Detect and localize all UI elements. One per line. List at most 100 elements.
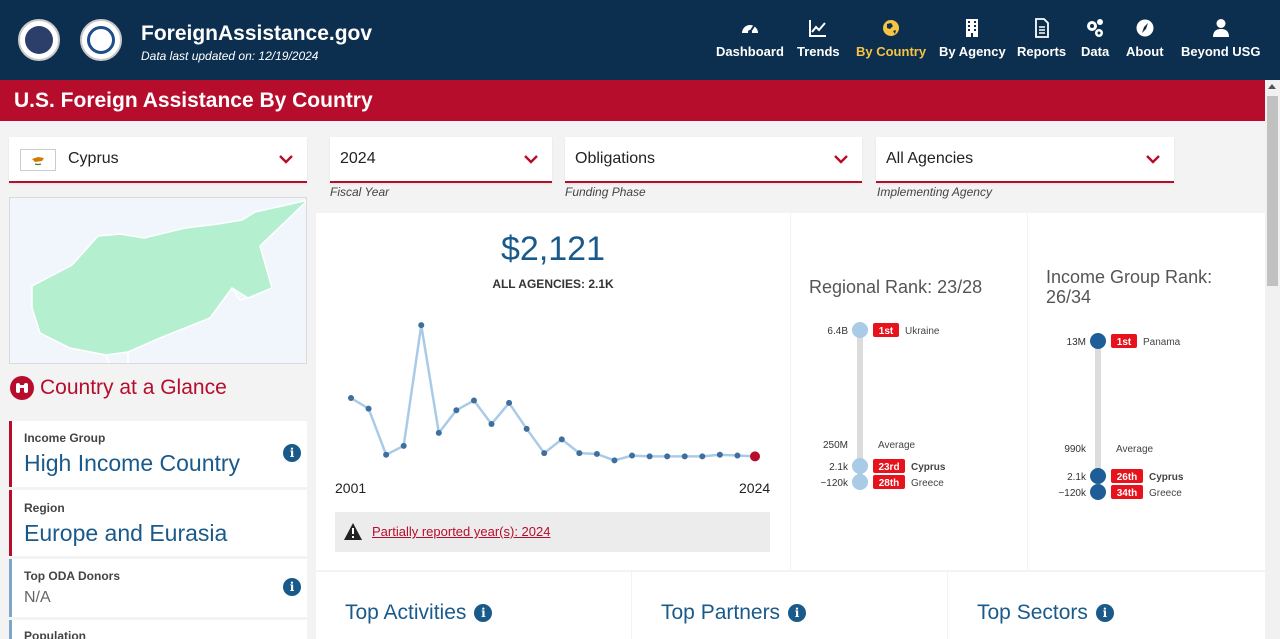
fiscal-year-select[interactable]: 2024 (330, 137, 552, 183)
country-select-value: Cyprus (68, 150, 119, 167)
country-select[interactable]: Cyprus (9, 137, 307, 183)
globe-icon (883, 20, 900, 36)
trend-point[interactable] (593, 450, 600, 457)
nav-trends[interactable]: Trends (797, 18, 840, 64)
latest-year-point[interactable] (750, 451, 760, 462)
trend-point[interactable] (418, 322, 425, 329)
nav-label: By Agency (939, 44, 1006, 59)
rank-top-name: Panama (1143, 337, 1181, 348)
nav-by-country[interactable]: By Country (856, 18, 926, 64)
income-group-value: High Income Country (24, 450, 241, 476)
usaid-seal[interactable] (80, 19, 122, 61)
rank-average-value: 990k (1064, 444, 1087, 455)
rank-lowest-badge (1111, 485, 1143, 499)
info-icon[interactable]: i (1095, 604, 1114, 622)
top-sectors-panel: Top Sectors i (948, 572, 1265, 639)
info-icon[interactable]: i (283, 444, 301, 462)
rank-top-badge (873, 323, 899, 337)
nav-dashboard[interactable]: Dashboard (716, 18, 784, 64)
nav-about[interactable]: About (1126, 18, 1164, 64)
country-at-a-glance-heading: Country at a Glance (10, 376, 227, 400)
nav-data[interactable]: Data (1081, 18, 1109, 64)
trend-point[interactable] (611, 457, 618, 464)
info-icon[interactable]: i (474, 604, 493, 622)
trend-point[interactable] (576, 450, 583, 457)
region-value: Europe and Eurasia (24, 520, 228, 546)
gears-icon (1087, 19, 1104, 37)
trend-point[interactable] (435, 429, 442, 436)
rank-top-marker[interactable] (852, 322, 868, 338)
scroll-thumb[interactable] (1267, 96, 1278, 286)
rank-lowest-marker[interactable] (852, 474, 868, 490)
trend-point[interactable] (541, 450, 548, 457)
rank-self-name: Cyprus (1149, 472, 1184, 483)
implementing-agency-select[interactable]: All Agencies (876, 137, 1174, 183)
trend-point[interactable] (681, 453, 688, 460)
rank-self-value: 2.1k (829, 462, 849, 473)
trend-point[interactable] (365, 405, 372, 412)
rank-self-marker[interactable] (1090, 468, 1106, 484)
top-activities-panel: Top Activities i (316, 572, 631, 639)
rank-top-marker[interactable] (1090, 333, 1106, 349)
trend-point[interactable] (348, 395, 354, 402)
trend-point[interactable] (558, 436, 565, 443)
rank-lowest-marker[interactable] (1090, 484, 1106, 500)
rank-self-marker[interactable] (852, 458, 868, 474)
regional-rank-title: Regional Rank: 23/28 (809, 277, 983, 297)
trend-point[interactable] (523, 425, 530, 432)
trend-point[interactable] (629, 452, 636, 459)
trend-point[interactable] (506, 399, 513, 406)
rank-track (857, 330, 863, 482)
page-title: U.S. Foreign Assistance By Country (0, 80, 1265, 121)
state-department-seal[interactable] (18, 19, 60, 61)
site-title[interactable]: ForeignAssistance.gov (141, 22, 373, 45)
income-rank-chart[interactable]: 13M 1st Panama 990k Average 2.1k 26th Cyprus −12… (1028, 213, 1265, 570)
trend-point[interactable] (470, 397, 477, 404)
glance-title-text: Country at a Glance (40, 376, 227, 399)
trend-point[interactable] (699, 453, 706, 460)
income-rank-panel: Income Group Rank: 26/34 13M 1st Panama 990… (1028, 213, 1265, 570)
trend-point[interactable] (453, 407, 460, 414)
rank-top-badge-text: 1st (1117, 337, 1132, 348)
total-amount: $2,121 (501, 230, 605, 268)
income-rank-title-line2: 26/34 (1046, 287, 1092, 307)
scroll-up-arrow-icon[interactable] (1268, 84, 1276, 89)
info-icon[interactable]: i (788, 604, 807, 622)
rank-average-value: 250M (823, 440, 848, 451)
funding-trend-chart[interactable] (316, 213, 790, 513)
nav-label: Data (1081, 44, 1110, 59)
info-icon[interactable]: i (283, 578, 301, 596)
funding-phase-select[interactable]: Obligations (565, 137, 862, 183)
page-scrollbar[interactable] (1265, 80, 1280, 639)
trends-icon (809, 20, 827, 37)
rank-lowest-value: −120k (1058, 488, 1087, 499)
income-rank-title: Income Group Rank: 26/34 (1046, 267, 1212, 307)
rank-lowest-name: Greece (1149, 488, 1182, 499)
regional-rank-panel: Regional Rank: 23/28 6.4B 1st Ukraine 250M A… (791, 213, 1027, 570)
nav-label: About (1126, 44, 1164, 59)
chevron-down-icon (524, 155, 538, 164)
nav-reports[interactable]: Reports (1017, 18, 1066, 64)
income-group-label: Income Group (24, 431, 106, 445)
nav-beyond-usg[interactable]: Beyond USG (1181, 18, 1260, 64)
rank-self-name: Cyprus (911, 462, 946, 473)
top-partners-heading: Top Partners i (661, 601, 807, 625)
trend-point[interactable] (488, 420, 495, 427)
country-map[interactable] (9, 197, 307, 364)
trend-point[interactable] (383, 451, 390, 458)
rank-lowest-value: −120k (820, 478, 849, 489)
trend-point[interactable] (664, 453, 671, 460)
trend-point[interactable] (734, 452, 741, 459)
chart-start-year: 2001 (335, 480, 367, 496)
income-rank-title-line1: Income Group Rank: (1046, 267, 1213, 287)
region-label: Region (24, 501, 65, 515)
rank-top-badge-text: 1st (879, 326, 894, 337)
chevron-down-icon (834, 155, 848, 164)
trend-point[interactable] (716, 451, 723, 458)
nav-by-agency[interactable]: By Agency (939, 18, 1006, 64)
trend-point[interactable] (646, 453, 653, 460)
trend-line (350, 324, 756, 462)
regional-rank-chart[interactable]: 6.4B 1st Ukraine 250M Average 2.1k 23rd Cyprus −… (791, 213, 1027, 570)
partial-years-link[interactable]: Partially reported year(s): 2024 (372, 524, 551, 539)
trend-point[interactable] (400, 442, 407, 449)
